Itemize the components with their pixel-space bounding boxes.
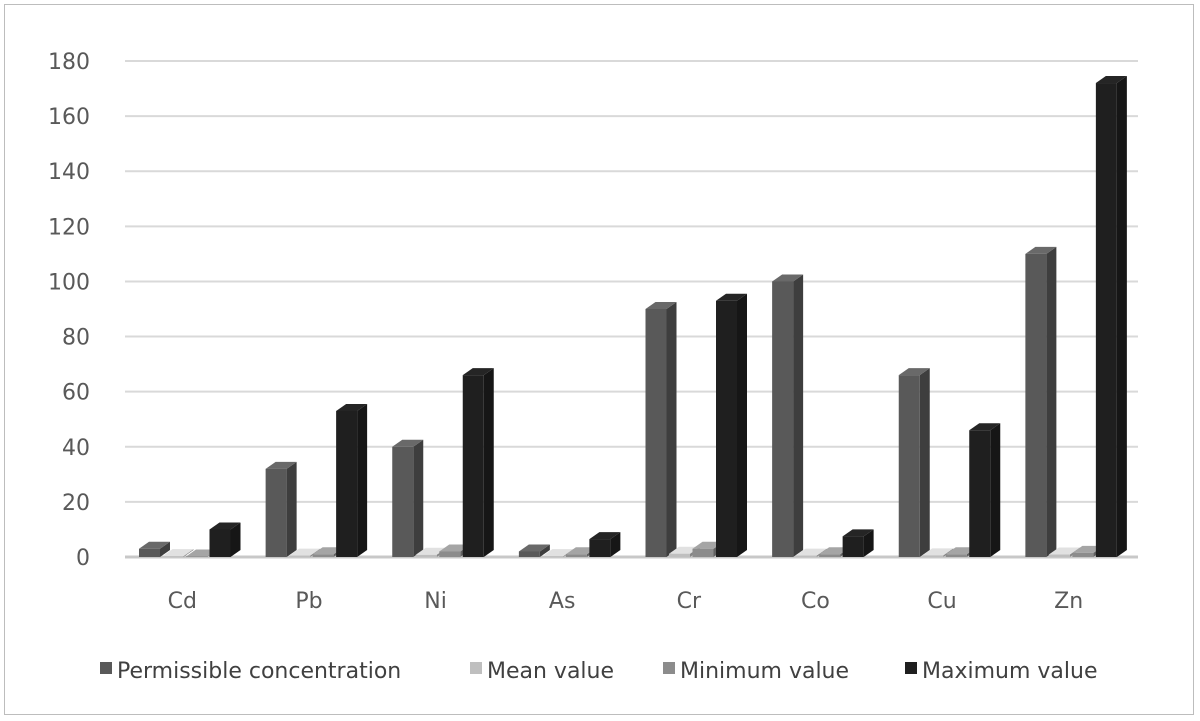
y-tick-label: 100 <box>48 270 90 295</box>
bar-ni-permissible-concentration <box>392 439 424 557</box>
y-tick-label: 0 <box>76 546 90 571</box>
bar-co-permissible-concentration <box>772 274 804 557</box>
x-tick-label: Co <box>801 589 830 614</box>
bar-cr-permissible-concentration <box>645 302 677 557</box>
bar-as-permissible-concentration <box>518 544 550 557</box>
legend-swatch <box>663 662 675 674</box>
x-tick-label: As <box>549 589 576 614</box>
bar-cu-maximum-value <box>969 423 1001 557</box>
legend-swatch <box>100 662 112 674</box>
bar-cd-mean-value <box>162 549 194 557</box>
x-tick-label: Cr <box>677 589 702 614</box>
y-tick-label: 140 <box>48 160 90 185</box>
legend-item: Minimum value <box>663 659 849 684</box>
bar-cd-permissible-concentration <box>139 541 170 557</box>
y-axis-ticks: 0 20 40 60 80 100 120 140 160 180 <box>48 50 90 571</box>
bar-cd-maximum-value <box>209 522 241 557</box>
bars <box>139 76 1127 558</box>
bar-as-maximum-value <box>589 532 621 557</box>
x-tick-label: Cu <box>927 589 956 614</box>
y-tick-label: 80 <box>62 326 90 351</box>
bar-cu-permissible-concentration <box>898 368 930 557</box>
bar-pb-maximum-value <box>336 403 368 557</box>
legend-label: Minimum value <box>680 659 849 684</box>
y-tick-label: 120 <box>48 215 90 240</box>
y-tick-label: 20 <box>62 491 90 516</box>
legend-label: Permissible concentration <box>117 659 401 684</box>
y-tick-label: 160 <box>48 105 90 130</box>
x-tick-label: Ni <box>424 589 447 614</box>
bar-ni-maximum-value <box>462 368 494 557</box>
chart-frame <box>4 4 1194 715</box>
x-tick-label: Zn <box>1054 589 1083 614</box>
y-tick-label: 60 <box>62 381 90 406</box>
bar-co-maximum-value <box>842 529 874 557</box>
legend-swatch <box>905 662 917 674</box>
legend-item: Maximum value <box>905 659 1097 684</box>
bar-zn-maximum-value <box>1095 76 1127 558</box>
x-axis-ticks: Cd Pb Ni As Cr Co Cu Zn <box>168 589 1084 614</box>
legend-label: Maximum value <box>922 659 1097 684</box>
x-tick-label: Cd <box>168 589 197 614</box>
legend: Permissible concentration Mean value Minim… <box>100 659 1097 684</box>
legend-item: Mean value <box>470 659 614 684</box>
x-tick-label: Pb <box>295 589 322 614</box>
bar-pb-permissible-concentration <box>265 461 297 557</box>
bar-cr-maximum-value <box>716 293 747 557</box>
legend-swatch <box>470 662 482 674</box>
legend-label: Mean value <box>487 659 614 684</box>
bar-zn-permissible-concentration <box>1025 246 1057 557</box>
y-tick-label: 180 <box>48 50 90 75</box>
y-tick-label: 40 <box>62 436 90 461</box>
legend-item: Permissible concentration <box>100 659 401 684</box>
